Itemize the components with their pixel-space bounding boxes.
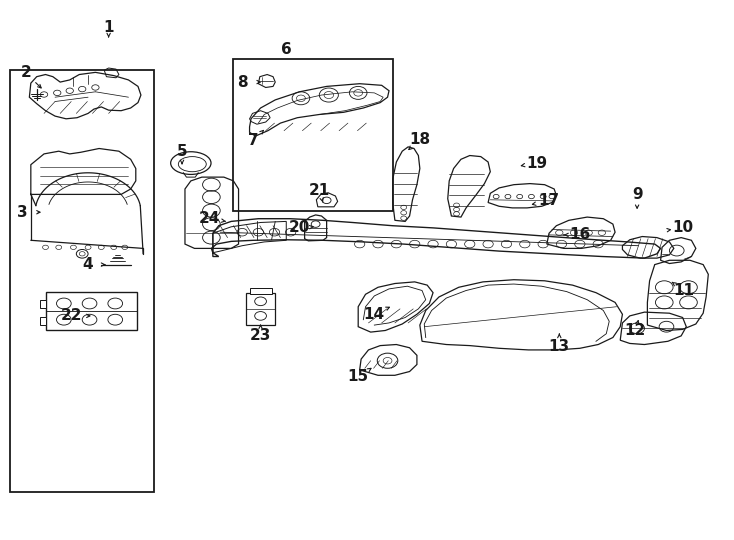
Text: 18: 18	[410, 132, 430, 147]
Text: 11: 11	[674, 283, 694, 298]
Text: 13: 13	[549, 339, 570, 354]
Text: 17: 17	[539, 193, 559, 208]
Bar	[40, 317, 46, 325]
Bar	[46, 292, 137, 330]
Text: 19: 19	[527, 156, 548, 171]
Bar	[10, 70, 154, 492]
Text: 6: 6	[281, 42, 291, 57]
Bar	[40, 300, 46, 308]
Text: 8: 8	[237, 75, 247, 90]
Text: 21: 21	[309, 183, 330, 198]
Text: 24: 24	[199, 211, 221, 226]
Text: 7: 7	[248, 133, 258, 148]
Bar	[233, 59, 393, 211]
Text: 9: 9	[632, 187, 642, 202]
Text: 23: 23	[250, 328, 272, 343]
Text: 14: 14	[364, 307, 385, 322]
Text: 3: 3	[17, 205, 27, 220]
Text: 1: 1	[103, 19, 114, 35]
Bar	[250, 288, 272, 294]
Text: 22: 22	[61, 308, 83, 323]
Text: 2: 2	[21, 65, 31, 80]
Text: 15: 15	[348, 369, 368, 384]
Text: 12: 12	[625, 323, 645, 338]
Bar	[246, 293, 275, 325]
Text: 5: 5	[177, 144, 187, 159]
Text: 20: 20	[288, 220, 310, 235]
Text: 10: 10	[672, 220, 693, 235]
Text: 4: 4	[83, 257, 93, 272]
Text: 16: 16	[570, 227, 590, 242]
